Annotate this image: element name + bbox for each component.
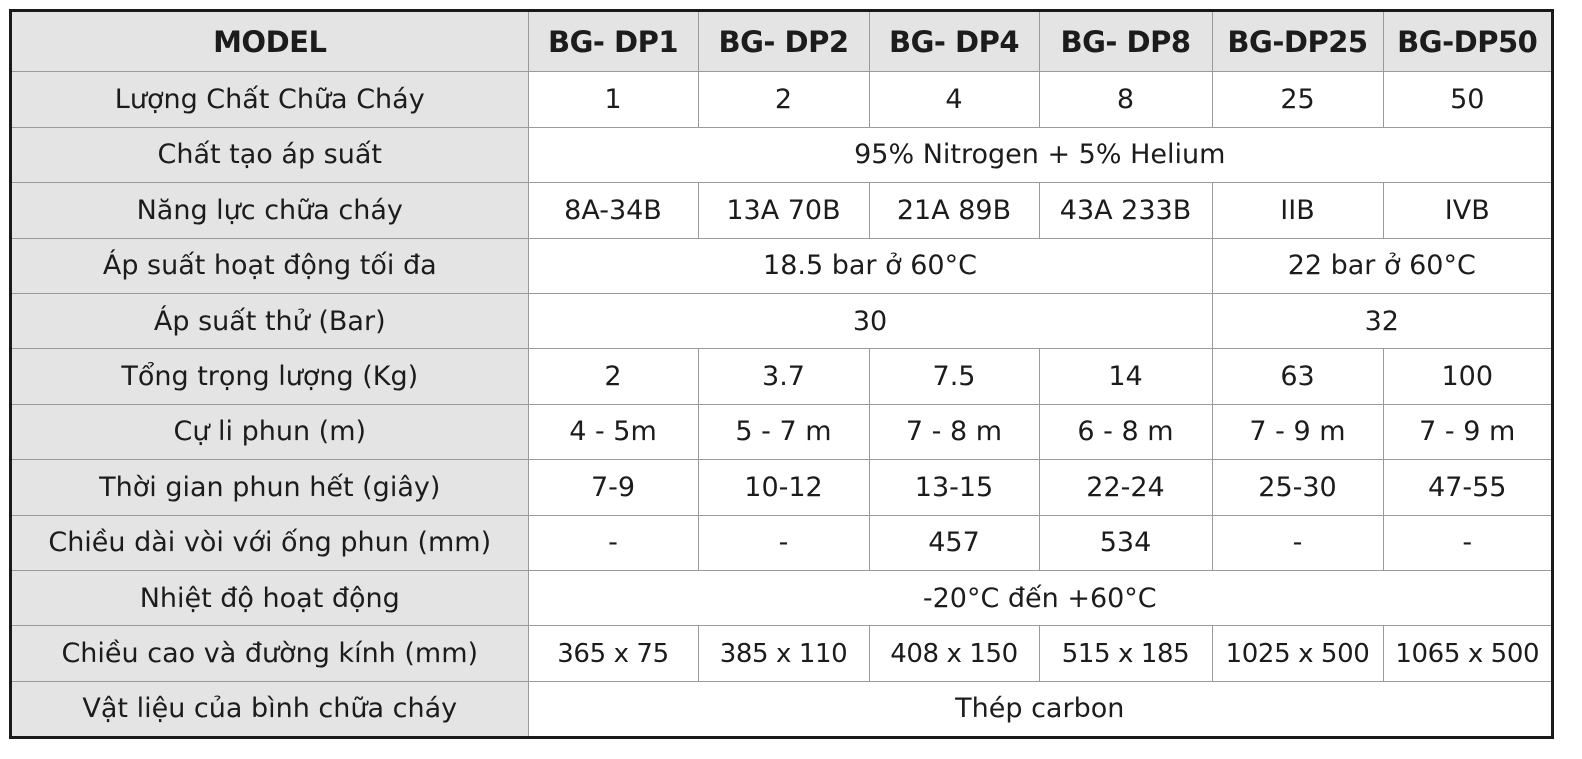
- table-cell: IIB: [1211, 182, 1384, 239]
- row-label: Chiều dài vòi với ống phun (mm): [12, 514, 529, 572]
- table-cell: 1025 x 500: [1211, 625, 1384, 682]
- table-cell: 7 - 9 m: [1382, 403, 1551, 461]
- table-cell: 408 x 150: [868, 625, 1040, 682]
- table-cell: 13-15: [868, 459, 1040, 516]
- table-cell: 7-9: [527, 459, 699, 516]
- table-cell: 457: [868, 514, 1040, 572]
- model-header: MODEL: [12, 12, 529, 73]
- header-row: MODEL BG- DP1 BG- DP2 BG- DP4 BG- DP8 BG…: [12, 12, 1551, 73]
- row-label: Áp suất hoạt động tối đa: [12, 237, 529, 294]
- row-hose-length: Chiều dài vòi với ống phun (mm) - - 457 …: [12, 514, 1551, 572]
- table-cell: 2: [697, 71, 870, 128]
- table-cell: 25: [1211, 71, 1384, 128]
- row-label: Chất tạo áp suất: [12, 126, 529, 184]
- table-cell: -: [527, 514, 699, 572]
- table-cell: 3.7: [697, 348, 870, 405]
- table-cell: 6 - 8 m: [1038, 403, 1213, 461]
- table-cell-merged: Thép carbon: [527, 680, 1551, 736]
- table-cell: 2: [527, 348, 699, 405]
- model-header-dp2: BG- DP2: [697, 12, 870, 73]
- table-cell: -: [1211, 514, 1384, 572]
- row-material: Vật liệu của bình chữa cháy Thép carbon: [12, 680, 1551, 736]
- table-cell: 365 x 75: [527, 625, 699, 682]
- table-cell: 5 - 7 m: [697, 403, 870, 461]
- row-spray-range: Cự li phun (m) 4 - 5m 5 - 7 m 7 - 8 m 6 …: [12, 403, 1551, 461]
- row-dimensions: Chiều cao và đường kính (mm) 365 x 75 38…: [12, 625, 1551, 682]
- row-operating-temp: Nhiệt độ hoạt động -20°C đến +60°C: [12, 570, 1551, 627]
- model-header-dp4: BG- DP4: [868, 12, 1040, 73]
- table-cell: 1: [527, 71, 699, 128]
- table-cell-merged: 95% Nitrogen + 5% Helium: [527, 126, 1551, 184]
- table-cell-merged: -20°C đến +60°C: [527, 570, 1551, 627]
- table-cell: 8A-34B: [527, 182, 699, 239]
- row-label: Thời gian phun hết (giây): [12, 459, 529, 516]
- row-fire-rating: Năng lực chữa cháy 8A-34B 13A 70B 21A 89…: [12, 182, 1551, 239]
- spec-table-frame: MODEL BG- DP1 BG- DP2 BG- DP4 BG- DP8 BG…: [9, 9, 1554, 739]
- model-header-dp8: BG- DP8: [1038, 12, 1213, 73]
- table-cell: 63: [1211, 348, 1384, 405]
- row-label: Lượng Chất Chữa Cháy: [12, 71, 529, 128]
- table-cell: 7 - 8 m: [868, 403, 1040, 461]
- table-cell: 43A 233B: [1038, 182, 1213, 239]
- table-cell-merged: 32: [1211, 292, 1551, 350]
- model-header-dp25: BG-DP25: [1211, 12, 1384, 73]
- table-cell: 4: [868, 71, 1040, 128]
- table-cell: 7.5: [868, 348, 1040, 405]
- row-max-pressure: Áp suất hoạt động tối đa 18.5 bar ở 60°C…: [12, 237, 1551, 294]
- spec-table: MODEL BG- DP1 BG- DP2 BG- DP4 BG- DP8 BG…: [12, 12, 1551, 736]
- row-label: Vật liệu của bình chữa cháy: [12, 680, 529, 736]
- table-cell: IVB: [1382, 182, 1551, 239]
- table-cell: 14: [1038, 348, 1213, 405]
- table-cell: 515 x 185: [1038, 625, 1213, 682]
- row-label: Chiều cao và đường kính (mm): [12, 625, 529, 682]
- table-cell: 22-24: [1038, 459, 1213, 516]
- model-header-dp1: BG- DP1: [527, 12, 699, 73]
- table-cell: 385 x 110: [697, 625, 870, 682]
- table-cell-merged: 22 bar ở 60°C: [1211, 237, 1551, 294]
- row-test-pressure: Áp suất thử (Bar) 30 32: [12, 292, 1551, 350]
- table-cell: 100: [1382, 348, 1551, 405]
- table-cell: 1065 x 500: [1382, 625, 1551, 682]
- row-total-weight: Tổng trọng lượng (Kg) 2 3.7 7.5 14 63 10…: [12, 348, 1551, 405]
- row-label: Nhiệt độ hoạt động: [12, 570, 529, 627]
- table-cell: 47-55: [1382, 459, 1551, 516]
- row-label: Tổng trọng lượng (Kg): [12, 348, 529, 405]
- model-header-dp50: BG-DP50: [1382, 12, 1551, 73]
- row-agent-amount: Lượng Chất Chữa Cháy 1 2 4 8 25 50: [12, 71, 1551, 128]
- table-cell-merged: 18.5 bar ở 60°C: [527, 237, 1213, 294]
- row-discharge-time: Thời gian phun hết (giây) 7-9 10-12 13-1…: [12, 459, 1551, 516]
- table-cell: 25-30: [1211, 459, 1384, 516]
- table-cell: 7 - 9 m: [1211, 403, 1384, 461]
- table-cell: 50: [1382, 71, 1551, 128]
- table-cell: 13A 70B: [697, 182, 870, 239]
- table-cell: -: [1382, 514, 1551, 572]
- table-cell-merged: 30: [527, 292, 1213, 350]
- row-pressurizing-agent: Chất tạo áp suất 95% Nitrogen + 5% Heliu…: [12, 126, 1551, 184]
- table-cell: 4 - 5m: [527, 403, 699, 461]
- table-cell: 10-12: [697, 459, 870, 516]
- table-cell: 21A 89B: [868, 182, 1040, 239]
- table-cell: -: [697, 514, 870, 572]
- row-label: Áp suất thử (Bar): [12, 292, 529, 350]
- table-cell: 8: [1038, 71, 1213, 128]
- row-label: Cự li phun (m): [12, 403, 529, 461]
- row-label: Năng lực chữa cháy: [12, 182, 529, 239]
- table-cell: 534: [1038, 514, 1213, 572]
